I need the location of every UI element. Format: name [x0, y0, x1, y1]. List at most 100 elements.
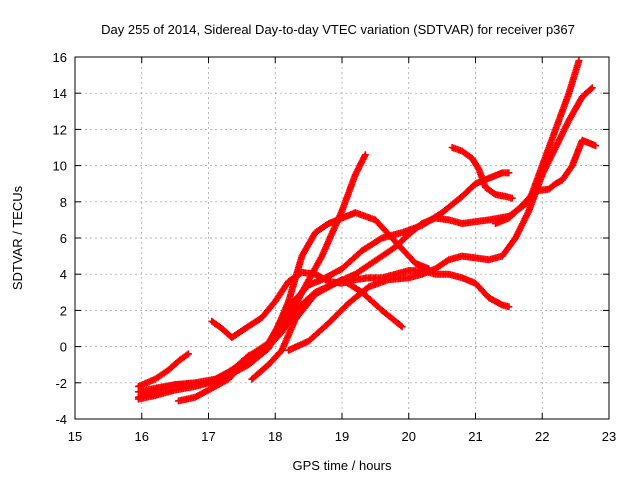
y-tick-label: 14	[53, 86, 67, 101]
data-point-marker	[149, 392, 157, 400]
x-tick-label: 23	[602, 429, 616, 444]
x-axis-ticks: 15 16 17 18 19 20 21 22 23	[68, 57, 616, 444]
data-point-marker	[489, 188, 497, 196]
y-axis-label: SDTVAR / TECUs	[10, 185, 25, 290]
series-5	[174, 169, 513, 405]
data-point-marker	[551, 127, 559, 135]
y-tick-label: 2	[60, 303, 67, 318]
data-point-marker	[235, 363, 243, 371]
x-tick-label: 20	[402, 429, 416, 444]
data-point-marker	[455, 195, 463, 203]
y-tick-label: 4	[60, 267, 67, 282]
data-point-marker	[161, 368, 169, 376]
data-point-marker	[395, 321, 403, 329]
data-point-marker	[456, 273, 464, 281]
data-point-marker	[396, 229, 404, 237]
data-point-marker	[416, 271, 424, 279]
y-tick-label: 16	[53, 50, 67, 65]
data-point-marker	[362, 285, 370, 293]
data-point-marker	[587, 85, 595, 93]
data-point-marker	[295, 270, 303, 278]
data-point-marker	[507, 194, 515, 202]
data-point-marker	[351, 172, 359, 180]
data-point-marker	[309, 293, 317, 301]
data-point-marker	[322, 222, 330, 230]
data-point-marker	[397, 322, 405, 330]
data-point-marker	[415, 222, 423, 230]
data-point-marker	[289, 309, 297, 317]
data-point-marker	[375, 236, 383, 244]
data-point-marker	[342, 302, 350, 310]
series-1	[134, 350, 192, 390]
x-axis-label: GPS time / hours	[293, 458, 392, 473]
y-axis-ticks: -4 -2 0 2 4 6 8 10 12 14 16	[53, 50, 609, 427]
data-point-marker	[566, 164, 574, 172]
data-point-marker	[361, 152, 369, 160]
data-point-marker	[495, 299, 503, 307]
data-point-marker	[322, 276, 330, 284]
data-point-marker	[442, 258, 450, 266]
data-point-marker	[469, 182, 477, 190]
data-point-marker	[524, 208, 532, 216]
chart-title: Day 255 of 2014, Sidereal Day-to-day VTE…	[101, 22, 575, 37]
x-tick-label: 17	[201, 429, 215, 444]
data-point-marker	[375, 304, 383, 312]
data-point-marker	[202, 388, 210, 396]
data-point-marker	[577, 96, 585, 104]
data-point-marker	[590, 141, 598, 149]
data-points	[134, 57, 600, 405]
data-point-marker	[529, 190, 537, 198]
data-point-marker	[509, 237, 517, 245]
x-tick-label: 16	[135, 429, 149, 444]
data-point-marker	[283, 280, 291, 288]
y-tick-label: -2	[55, 376, 67, 391]
data-point-marker	[183, 351, 191, 359]
data-point-marker	[276, 318, 284, 326]
data-point-marker	[275, 349, 283, 357]
data-point-marker	[409, 257, 417, 265]
x-tick-label: 18	[268, 429, 282, 444]
data-point-marker	[355, 249, 363, 257]
series-6	[208, 267, 513, 342]
y-tick-label: -4	[55, 412, 67, 427]
data-point-marker	[465, 152, 473, 160]
data-point-marker	[323, 277, 331, 285]
data-point-marker	[443, 257, 451, 265]
data-point-marker	[203, 379, 211, 387]
series-7	[248, 57, 583, 383]
data-point-marker	[310, 270, 318, 278]
data-point-marker	[255, 315, 263, 323]
data-point-marker	[262, 341, 270, 349]
data-point-marker	[503, 169, 511, 177]
data-point-marker	[564, 91, 572, 99]
data-point-marker	[238, 327, 246, 335]
y-tick-label: 6	[60, 231, 67, 246]
data-point-marker	[574, 58, 582, 66]
series-4	[134, 209, 433, 403]
x-tick-label: 19	[335, 429, 349, 444]
y-tick-label: 8	[60, 195, 67, 210]
data-point-marker	[388, 245, 396, 253]
data-point-marker	[586, 86, 594, 94]
data-point-marker	[549, 182, 557, 190]
data-point-marker	[172, 359, 180, 367]
data-point-marker	[289, 298, 297, 306]
data-point-marker	[322, 321, 330, 329]
data-point-marker	[215, 322, 223, 330]
data-point-marker	[297, 254, 305, 262]
data-point-marker	[375, 254, 383, 262]
x-tick-label: 21	[468, 429, 482, 444]
data-point-marker	[262, 363, 270, 371]
series-9	[448, 144, 516, 202]
data-point-marker	[182, 352, 190, 360]
data-point-marker	[497, 300, 505, 308]
data-point-marker	[362, 263, 370, 271]
series-10	[492, 136, 600, 228]
data-point-marker	[310, 232, 318, 240]
data-point-marker	[482, 291, 490, 299]
series-8	[285, 84, 596, 354]
data-point-marker	[538, 172, 546, 180]
x-tick-label: 22	[535, 429, 549, 444]
data-point-marker	[189, 394, 197, 402]
grid-lines	[75, 57, 609, 419]
